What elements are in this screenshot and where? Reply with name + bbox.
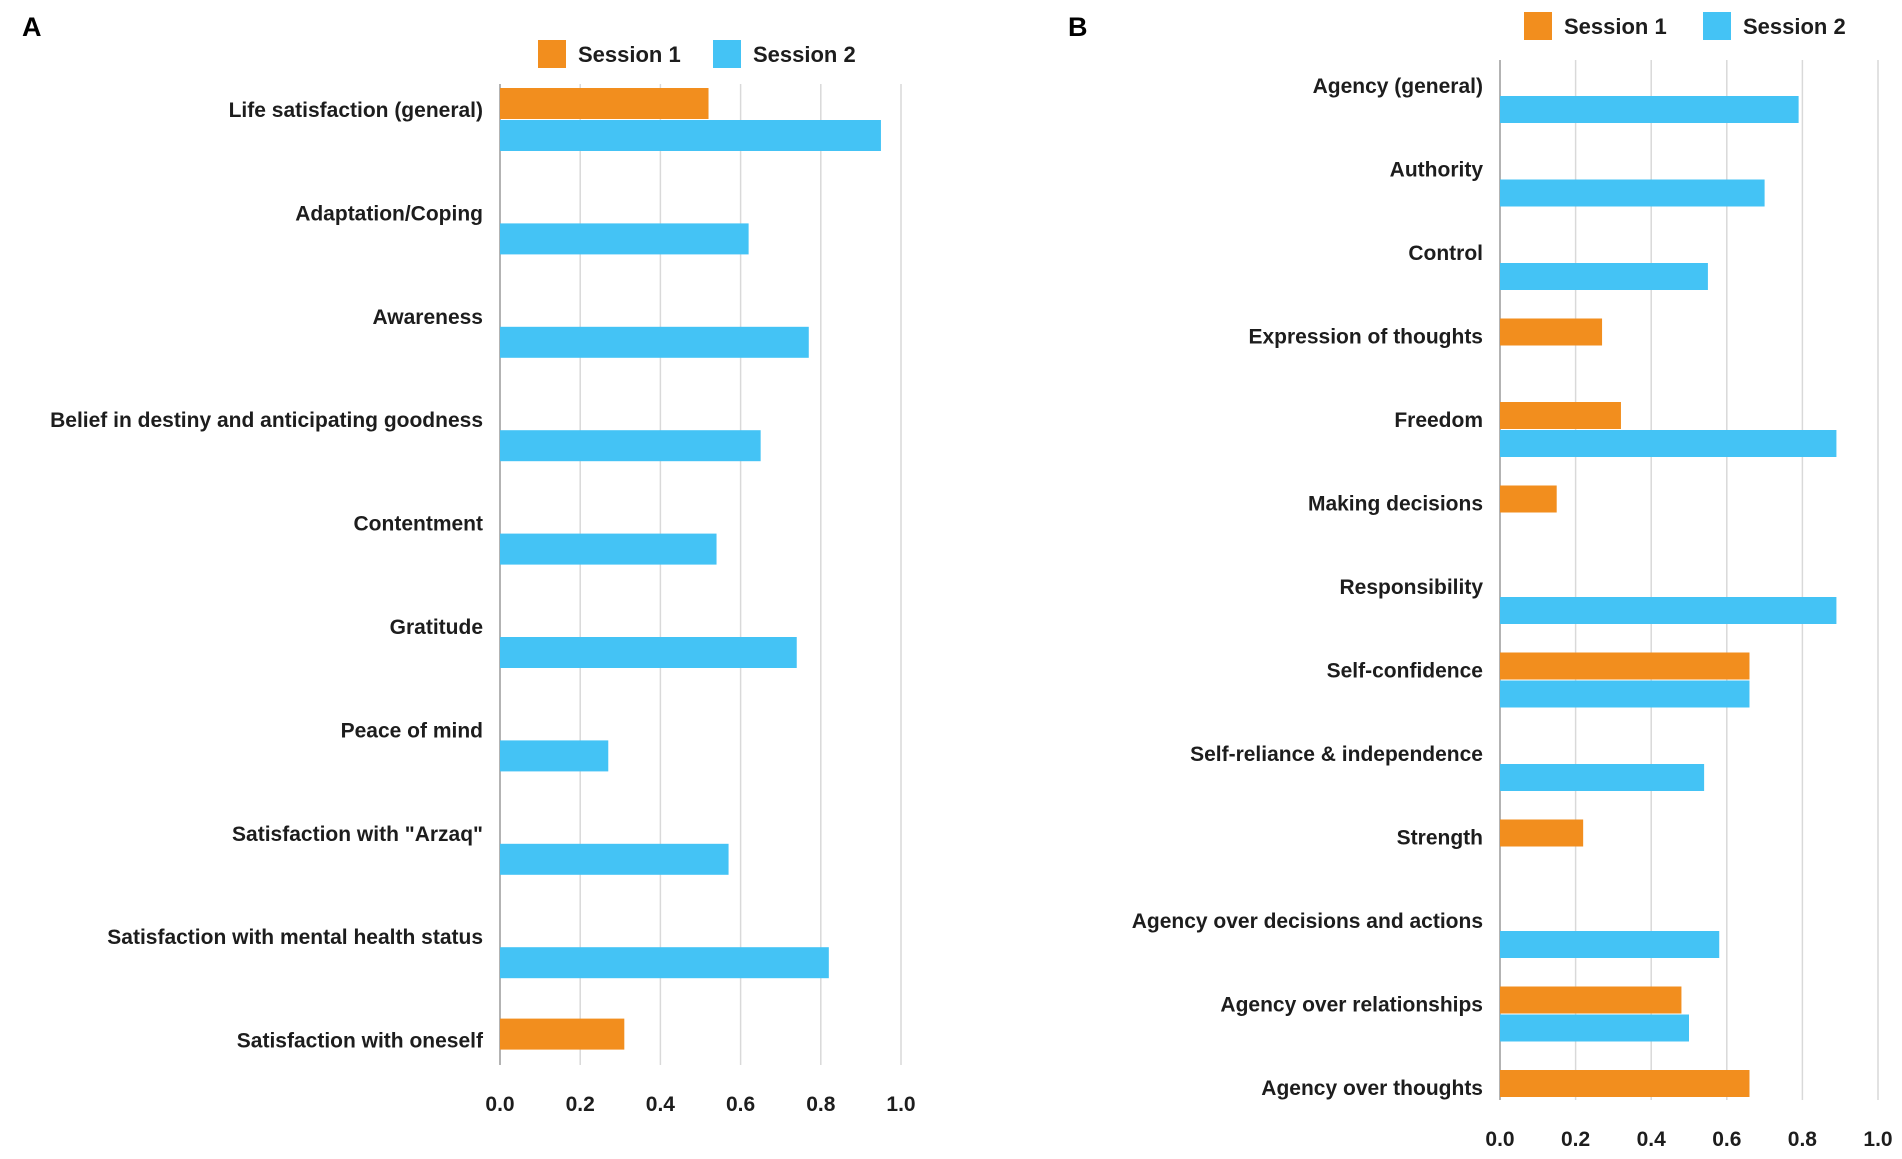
category-label: Strength xyxy=(1397,827,1483,850)
bar-session-2 xyxy=(500,223,749,255)
category-label: Expression of thoughts xyxy=(1248,326,1483,349)
legend-label-session-2: Session 2 xyxy=(753,42,856,67)
category-label: Satisfaction with oneself xyxy=(237,1030,484,1053)
panel-b: B 0.0 0.2 0.4 0.6 0.8 1.0 Session 1 Session 2 Age… xyxy=(1068,12,1893,1151)
category-label: Gratitude xyxy=(390,616,483,639)
category-label: Control xyxy=(1408,242,1483,265)
category-label: Agency over thoughts xyxy=(1261,1077,1483,1100)
bar-session-2 xyxy=(500,326,809,358)
category-label: Self-confidence xyxy=(1327,660,1483,683)
bar-session-2 xyxy=(500,843,729,875)
panel-a: A 0.0 0.2 0.4 0.6 0.8 1.0 Session 1 Session 2 Lif… xyxy=(22,12,916,1116)
legend-swatch-session-2 xyxy=(713,40,741,68)
bar-session-2 xyxy=(1500,764,1705,791)
bar-session-2 xyxy=(1500,179,1765,207)
legend-label-session-1: Session 1 xyxy=(578,42,681,67)
x-tick-label: 0.4 xyxy=(1637,1128,1667,1151)
category-label: Satisfaction with "Arzaq" xyxy=(232,823,483,846)
panel-label-a: A xyxy=(22,12,42,42)
bar-session-2 xyxy=(500,120,881,151)
x-tick-label: 0.2 xyxy=(1561,1128,1590,1151)
category-label: Awareness xyxy=(372,306,483,329)
bar-session-1 xyxy=(500,88,709,119)
bar-session-1 xyxy=(1500,986,1682,1014)
x-tick-label: 0.2 xyxy=(566,1093,595,1116)
bar-session-1 xyxy=(1500,819,1584,847)
bar-session-1 xyxy=(1500,485,1557,513)
category-label: Satisfaction with mental health status xyxy=(107,926,483,949)
bar-session-2 xyxy=(1500,1014,1689,1042)
bar-session-2 xyxy=(1500,263,1708,290)
bar-session-2 xyxy=(500,533,717,565)
x-tick-label: 1.0 xyxy=(886,1093,915,1116)
bar-session-2 xyxy=(1500,597,1837,624)
category-label: Agency over relationships xyxy=(1220,994,1483,1017)
bar-session-2 xyxy=(500,637,797,668)
category-label: Adaptation/Coping xyxy=(295,202,483,225)
legend-label-session-1: Session 1 xyxy=(1564,14,1667,39)
legend-label-session-2: Session 2 xyxy=(1743,14,1846,39)
category-label: Authority xyxy=(1390,159,1484,182)
x-tick-label: 0.6 xyxy=(726,1093,755,1116)
bar-session-1 xyxy=(1500,1070,1750,1097)
bar-session-2 xyxy=(1500,931,1720,958)
bar-session-2 xyxy=(1500,680,1750,708)
category-label: Peace of mind xyxy=(341,719,483,742)
bar-session-1 xyxy=(1500,318,1603,346)
category-label: Life satisfaction (general) xyxy=(229,99,483,122)
category-label: Contentment xyxy=(354,513,484,536)
category-label: Freedom xyxy=(1394,409,1483,432)
legend-swatch-session-1 xyxy=(1524,12,1552,40)
x-tick-label: 0.0 xyxy=(1485,1128,1514,1151)
x-tick-label: 1.0 xyxy=(1863,1128,1892,1151)
bar-session-1 xyxy=(500,1018,625,1050)
bar-session-1 xyxy=(1500,402,1621,429)
panel-label-b: B xyxy=(1068,12,1088,42)
category-label: Responsibility xyxy=(1339,576,1483,599)
x-tick-label: 0.4 xyxy=(646,1093,676,1116)
category-label: Self-reliance & independence xyxy=(1190,743,1483,766)
x-tick-label: 0.6 xyxy=(1712,1128,1741,1151)
x-tick-label: 0.8 xyxy=(806,1093,836,1116)
bar-session-2 xyxy=(500,947,829,979)
category-label: Making decisions xyxy=(1308,493,1483,516)
category-label: Belief in destiny and anticipating goodn… xyxy=(50,409,483,432)
bar-session-2 xyxy=(500,740,609,772)
x-tick-label: 0.8 xyxy=(1788,1128,1818,1151)
bar-session-2 xyxy=(1500,430,1837,457)
category-label: Agency (general) xyxy=(1313,75,1483,98)
legend-swatch-session-1 xyxy=(538,40,566,68)
bar-session-1 xyxy=(1500,652,1750,680)
legend-swatch-session-2 xyxy=(1703,12,1731,40)
category-label: Agency over decisions and actions xyxy=(1132,910,1483,933)
bar-session-2 xyxy=(500,430,761,462)
bar-session-2 xyxy=(1500,96,1799,123)
x-tick-label: 0.0 xyxy=(485,1093,514,1116)
